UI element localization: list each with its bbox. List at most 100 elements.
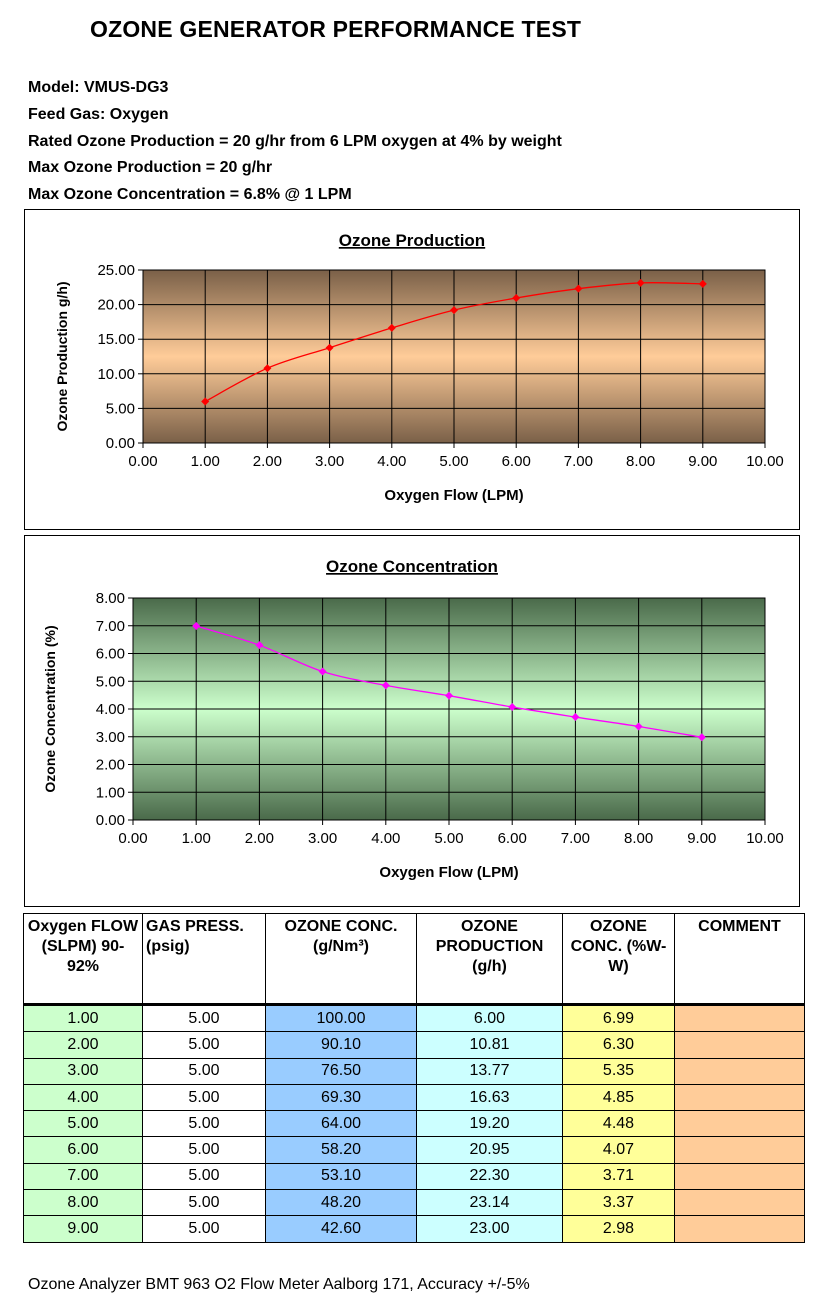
table-row: 2.00 5.00 90.10 10.81 6.30 bbox=[23, 1031, 805, 1059]
table-row: 8.00 5.00 48.20 23.14 3.37 bbox=[23, 1189, 805, 1217]
data-point bbox=[512, 294, 521, 303]
y-tick-label: 7.00 bbox=[96, 618, 125, 635]
page-title: OZONE GENERATOR PERFORMANCE TEST bbox=[90, 16, 582, 42]
x-tick-label: 0.00 bbox=[118, 830, 147, 847]
comment-cell bbox=[674, 1136, 805, 1164]
series-line bbox=[204, 282, 703, 403]
x-tick-label: 8.00 bbox=[624, 830, 653, 847]
x-tick-label: 10.00 bbox=[746, 453, 784, 470]
header-ozone-conc-percent: OZONE CONC. (%W-W) bbox=[562, 913, 675, 1006]
data-point bbox=[697, 733, 706, 742]
chart-title: Ozone Concentration bbox=[326, 557, 498, 576]
ozone-conc-percent-cell: 4.07 bbox=[562, 1136, 675, 1164]
y-axis-label: Ozone Concentration (%) bbox=[42, 625, 58, 792]
oxygen-flow-cell: 3.00 bbox=[23, 1057, 143, 1085]
oxygen-flow-cell: 2.00 bbox=[23, 1031, 143, 1059]
ozone-production-cell: 20.95 bbox=[416, 1136, 563, 1164]
x-tick-label: 3.00 bbox=[308, 830, 337, 847]
data-point bbox=[636, 278, 645, 287]
x-tick-label: 9.00 bbox=[688, 453, 717, 470]
data-point bbox=[445, 691, 453, 700]
data-point bbox=[450, 306, 458, 315]
ozone-conc-gnm3-cell: 48.20 bbox=[265, 1189, 417, 1217]
x-tick-label: 3.00 bbox=[315, 453, 344, 470]
gas-pressure-cell: 5.00 bbox=[142, 1003, 266, 1033]
ozone-conc-gnm3-cell: 90.10 bbox=[265, 1031, 417, 1059]
oxygen-flow-cell: 7.00 bbox=[23, 1162, 143, 1191]
x-tick-label: 2.00 bbox=[245, 830, 274, 847]
table-row: 1.00 5.00 100.00 6.00 6.99 bbox=[23, 1003, 805, 1033]
y-tick-label: 3.00 bbox=[96, 729, 125, 746]
production-chart-panel: Ozone Production 0.00 1.00 2.00 3.00 4.00 5.00… bbox=[24, 209, 800, 530]
data-point bbox=[255, 641, 264, 650]
ozone-conc-gnm3-cell: 76.50 bbox=[265, 1057, 417, 1085]
table-row: 5.00 5.00 64.00 19.20 4.48 bbox=[23, 1110, 805, 1138]
table-row: 7.00 5.00 53.10 22.30 3.71 bbox=[23, 1162, 805, 1191]
data-point bbox=[192, 622, 201, 631]
ozone-conc-gnm3-cell: 100.00 bbox=[265, 1003, 417, 1033]
data-point bbox=[698, 279, 707, 288]
ozone-conc-percent-cell: 6.99 bbox=[562, 1003, 675, 1033]
gas-pressure-cell: 5.00 bbox=[142, 1110, 266, 1138]
data-point bbox=[574, 284, 583, 293]
table-row: 3.00 5.00 76.50 13.77 5.35 bbox=[23, 1057, 805, 1085]
ozone-conc-percent-cell: 4.85 bbox=[562, 1083, 675, 1112]
gas-pressure-cell: 5.00 bbox=[142, 1057, 266, 1085]
ozone-production-cell: 22.30 bbox=[416, 1162, 563, 1191]
data-point bbox=[318, 667, 327, 676]
x-tick-label: 4.00 bbox=[371, 830, 400, 847]
oxygen-flow-cell: 4.00 bbox=[23, 1083, 143, 1112]
ozone-production-cell: 16.63 bbox=[416, 1083, 563, 1112]
oxygen-flow-cell: 9.00 bbox=[23, 1215, 143, 1243]
x-axis-label: Oxygen Flow (LPM) bbox=[384, 487, 523, 504]
concentration-chart: Ozone Concentration 0.00 1.00 2.00 3.00 4.00 5… bbox=[42, 557, 784, 881]
table-row: 6.00 5.00 58.20 20.95 4.07 bbox=[23, 1136, 805, 1164]
gas-pressure-cell: 5.00 bbox=[142, 1136, 266, 1164]
y-tick-label: 1.00 bbox=[96, 784, 125, 801]
data-point bbox=[263, 364, 272, 373]
table-row: 4.00 5.00 69.30 16.63 4.85 bbox=[23, 1083, 805, 1112]
ozone-production-cell: 10.81 bbox=[416, 1031, 563, 1059]
y-tick-label: 4.00 bbox=[96, 701, 125, 718]
x-tick-label: 5.00 bbox=[434, 830, 463, 847]
footer-note: Ozone Analyzer BMT 963 O2 Flow Meter Aal… bbox=[28, 1276, 530, 1293]
y-tick-label: 10.00 bbox=[97, 366, 135, 383]
feed-gas-line: Feed Gas: Oxygen bbox=[28, 106, 169, 123]
max-production-line: Max Ozone Production = 20 g/hr bbox=[28, 159, 273, 176]
y-tick-label: 8.00 bbox=[96, 590, 125, 607]
table-row: 9.00 5.00 42.60 23.00 2.98 bbox=[23, 1215, 805, 1243]
ozone-production-cell: 19.20 bbox=[416, 1110, 563, 1138]
x-tick-label: 6.00 bbox=[498, 830, 527, 847]
header-ozone-conc-gnm3: OZONE CONC. (g/Nm³) bbox=[265, 913, 417, 1006]
x-tick-label: 7.00 bbox=[561, 830, 590, 847]
x-tick-label: 0.00 bbox=[128, 453, 157, 470]
results-table: Oxygen FLOW (SLPM) 90-92% GAS PRESS. (ps… bbox=[23, 913, 805, 1243]
ozone-production-cell: 13.77 bbox=[416, 1057, 563, 1085]
header-ozone-production: OZONE PRODUCTION (g/h) bbox=[416, 913, 563, 1006]
oxygen-flow-cell: 6.00 bbox=[23, 1136, 143, 1164]
data-point bbox=[634, 722, 643, 731]
ozone-production-cell: 23.14 bbox=[416, 1189, 563, 1217]
comment-cell bbox=[674, 1215, 805, 1243]
ozone-conc-percent-cell: 6.30 bbox=[562, 1031, 675, 1059]
x-tick-label: 5.00 bbox=[439, 453, 468, 470]
data-point bbox=[508, 703, 517, 712]
x-tick-label: 4.00 bbox=[377, 453, 406, 470]
ozone-conc-gnm3-cell: 58.20 bbox=[265, 1136, 417, 1164]
header-comment: COMMENT bbox=[674, 913, 805, 1006]
x-axis-label: Oxygen Flow (LPM) bbox=[379, 864, 518, 881]
ozone-production-cell: 6.00 bbox=[416, 1003, 563, 1033]
ozone-production-cell: 23.00 bbox=[416, 1215, 563, 1243]
comment-cell bbox=[674, 1031, 805, 1059]
x-tick-label: 8.00 bbox=[626, 453, 655, 470]
max-concentration-line: Max Ozone Concentration = 6.8% @ 1 LPM bbox=[28, 186, 352, 203]
data-point bbox=[571, 713, 580, 722]
header-gas-pressure: GAS PRESS. (psig) bbox=[142, 913, 266, 1006]
x-tick-label: 1.00 bbox=[191, 453, 220, 470]
y-tick-label: 0.00 bbox=[96, 812, 125, 829]
ozone-conc-gnm3-cell: 64.00 bbox=[265, 1110, 417, 1138]
gas-pressure-cell: 5.00 bbox=[142, 1189, 266, 1217]
x-tick-label: 2.00 bbox=[253, 453, 282, 470]
x-tick-label: 1.00 bbox=[182, 830, 211, 847]
ozone-conc-percent-cell: 3.37 bbox=[562, 1189, 675, 1217]
